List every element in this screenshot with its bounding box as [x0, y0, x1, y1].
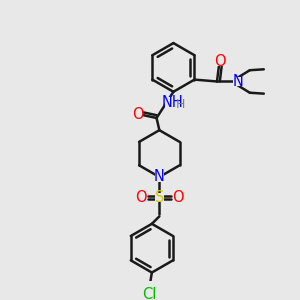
- FancyBboxPatch shape: [155, 172, 164, 182]
- Text: O: O: [135, 190, 146, 205]
- Text: S: S: [155, 190, 164, 205]
- Text: H: H: [176, 98, 186, 111]
- FancyBboxPatch shape: [136, 193, 145, 202]
- Text: Cl: Cl: [142, 287, 156, 300]
- FancyBboxPatch shape: [174, 193, 182, 202]
- FancyBboxPatch shape: [134, 110, 142, 119]
- FancyBboxPatch shape: [215, 57, 224, 67]
- FancyBboxPatch shape: [155, 193, 164, 202]
- FancyBboxPatch shape: [142, 290, 157, 300]
- Text: O: O: [214, 54, 226, 69]
- FancyBboxPatch shape: [233, 77, 242, 86]
- Text: N: N: [232, 74, 243, 89]
- Text: O: O: [132, 107, 144, 122]
- FancyBboxPatch shape: [165, 98, 180, 107]
- Text: O: O: [172, 190, 184, 205]
- Text: N: N: [154, 169, 165, 184]
- Text: NH: NH: [162, 94, 183, 110]
- FancyBboxPatch shape: [176, 100, 185, 110]
